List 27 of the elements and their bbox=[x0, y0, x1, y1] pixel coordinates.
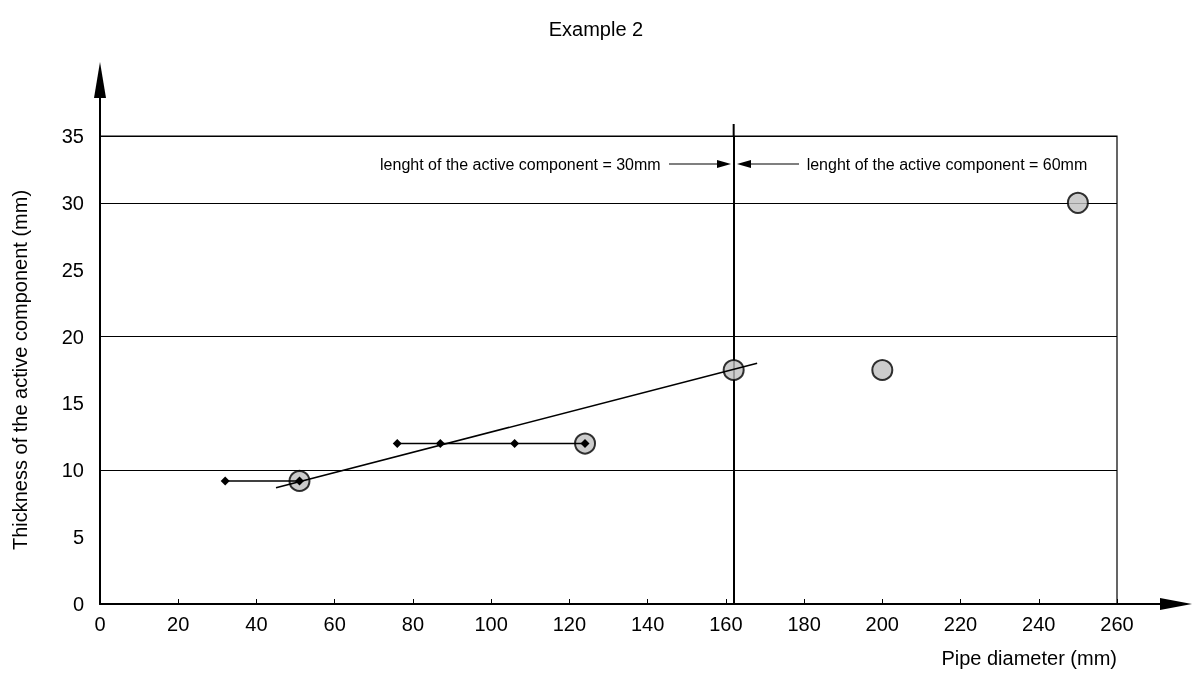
y-tick-label: 35 bbox=[61, 125, 84, 147]
x-tick-label: 20 bbox=[167, 613, 190, 635]
x-tick-label: 60 bbox=[323, 613, 346, 635]
y-tick-label: 0 bbox=[72, 593, 84, 615]
x-tick-label: 140 bbox=[630, 613, 665, 635]
x-tick-label: 260 bbox=[1100, 613, 1134, 635]
y-axis-title: Thickness of the active component (mm) bbox=[9, 189, 31, 551]
x-tick-label: 80 bbox=[401, 613, 425, 635]
y-tick-label: 25 bbox=[61, 258, 84, 281]
y-tick-label: 10 bbox=[61, 459, 84, 482]
x-tick-label: 220 bbox=[943, 613, 978, 635]
y-tick-label: 5 bbox=[72, 526, 84, 549]
x-tick-label: 100 bbox=[474, 613, 508, 635]
y-tick-label: 15 bbox=[61, 392, 84, 415]
x-tick-label: 40 bbox=[245, 613, 268, 635]
x-tick-label: 160 bbox=[709, 613, 743, 635]
x-tick-label: 200 bbox=[865, 613, 899, 635]
x-tick-label: 0 bbox=[94, 613, 106, 635]
x-tick-label: 240 bbox=[1022, 613, 1056, 635]
y-tick-label: 30 bbox=[61, 191, 84, 214]
annotation: lenght of the active component = 30mm bbox=[380, 155, 661, 173]
x-tick-label: 120 bbox=[552, 613, 587, 635]
x-axis-title: Pipe diameter (mm) bbox=[941, 647, 1118, 669]
x-tick-label: 180 bbox=[787, 613, 821, 635]
annotation: lenght of the active component = 60mm bbox=[806, 155, 1088, 173]
chart-title: Example 2 bbox=[548, 18, 644, 40]
y-tick-label: 20 bbox=[61, 325, 84, 348]
